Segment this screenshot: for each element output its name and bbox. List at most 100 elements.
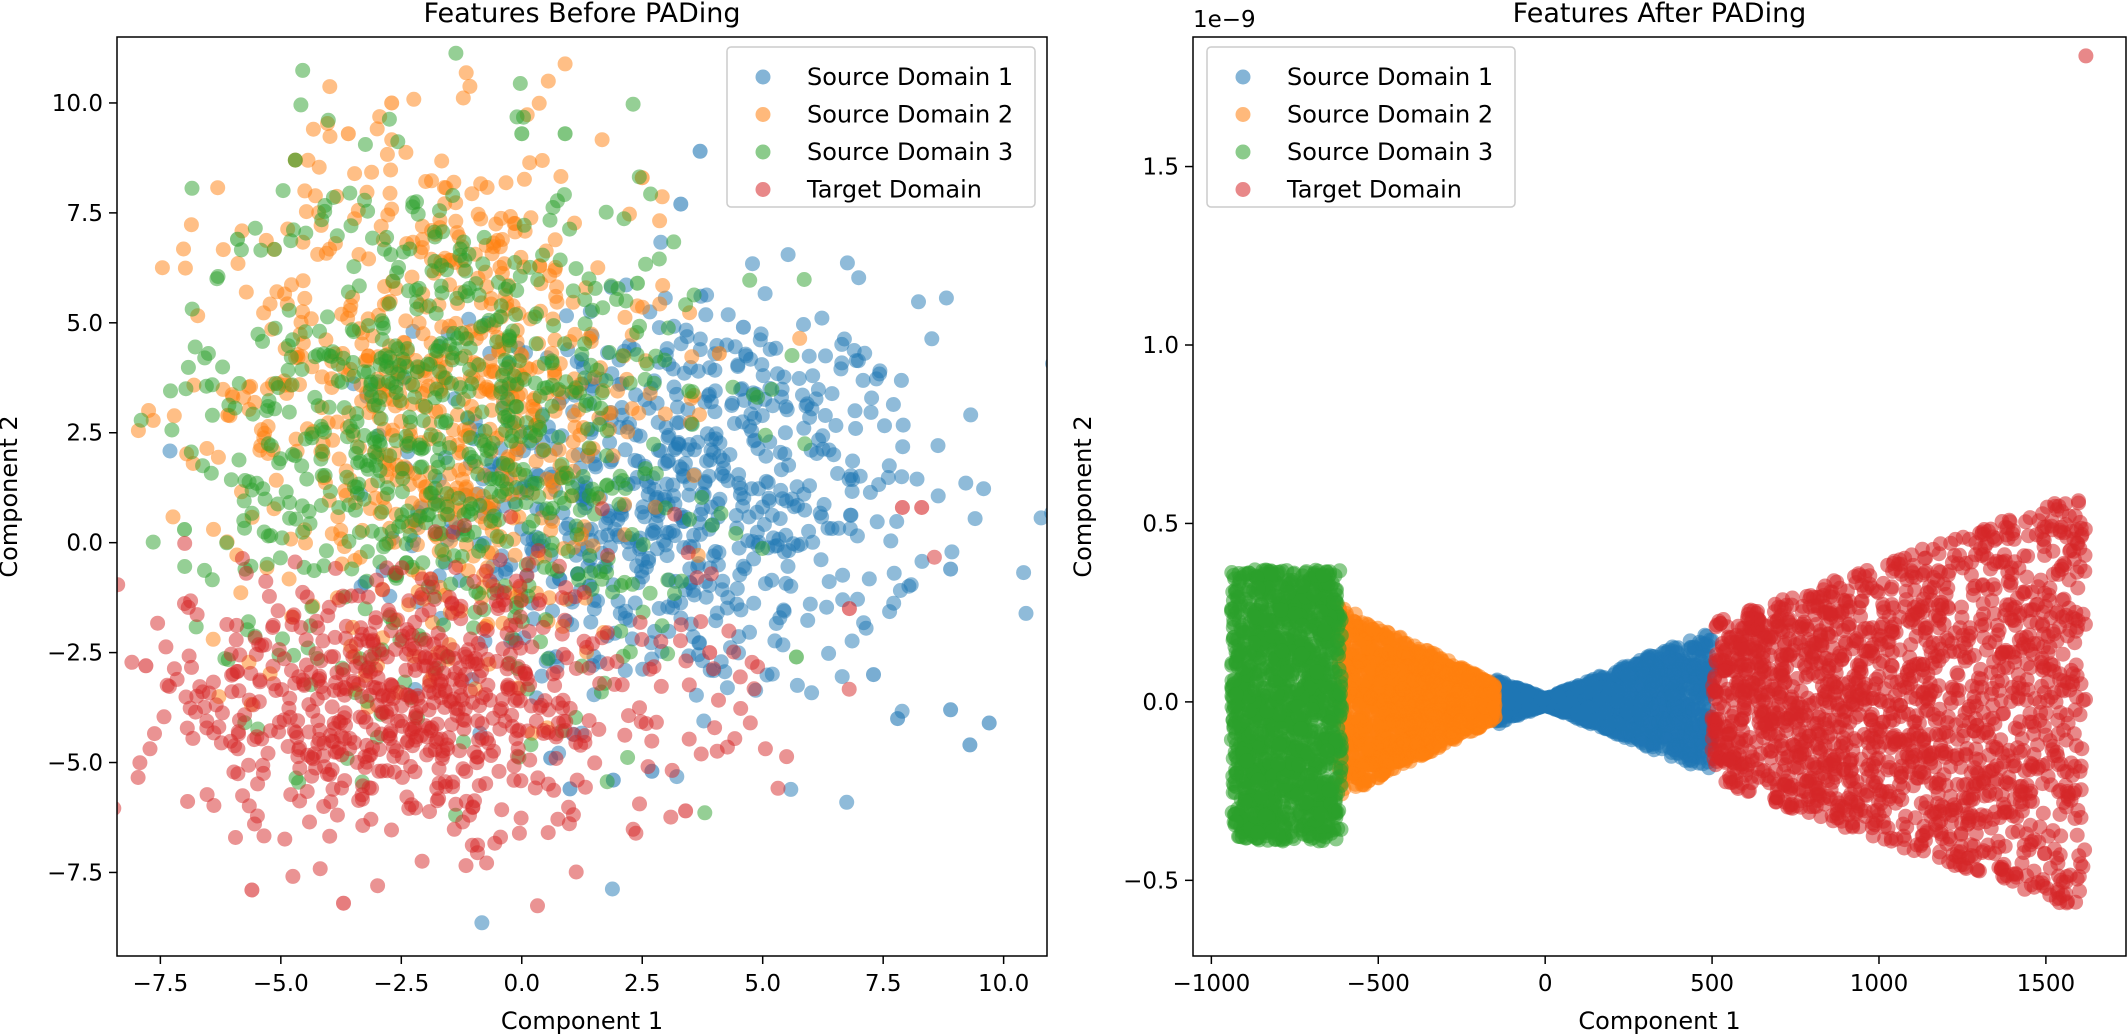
data-point [914, 553, 930, 569]
data-point [467, 656, 483, 672]
data-point [601, 345, 617, 360]
data-point [267, 241, 282, 257]
data-point [234, 551, 250, 566]
data-point [224, 684, 240, 700]
data-point [755, 368, 771, 384]
data-point [379, 708, 395, 724]
data-point [737, 561, 753, 577]
data-point [297, 183, 313, 199]
data-point [245, 406, 261, 422]
data-point [370, 398, 386, 414]
legend-entry-label: Source Domain 3 [807, 138, 1013, 166]
data-point [516, 217, 532, 233]
data-point [367, 444, 383, 460]
data-point [780, 247, 796, 263]
data-point [458, 263, 474, 279]
data-point [572, 502, 588, 518]
data-point [313, 679, 329, 695]
data-point [383, 247, 399, 263]
chart-title: Features Before PADing [423, 0, 740, 29]
data-point [1694, 635, 1710, 651]
data-point [1666, 698, 1682, 714]
data-point [530, 543, 546, 559]
data-point [866, 667, 881, 683]
data-point [613, 623, 629, 639]
data-point [660, 599, 676, 615]
data-point [624, 527, 640, 542]
data-point [314, 443, 330, 459]
data-point [360, 589, 376, 605]
series-1-points [1487, 627, 1720, 776]
data-point [379, 486, 395, 502]
data-point [298, 632, 314, 648]
data-point [388, 338, 404, 354]
data-point [227, 400, 243, 416]
data-point [326, 649, 341, 665]
data-point [577, 370, 593, 386]
data-point [283, 787, 299, 803]
data-point [796, 420, 812, 436]
data-point [448, 341, 464, 357]
data-point [358, 714, 374, 730]
data-point [478, 563, 494, 579]
data-point [464, 837, 480, 853]
data-point [713, 505, 729, 521]
data-point [210, 180, 226, 196]
data-point [360, 318, 376, 334]
data-point [574, 346, 590, 362]
data-point [1551, 689, 1567, 704]
data-point [133, 412, 149, 428]
data-point [522, 752, 538, 768]
data-point [390, 612, 405, 628]
data-point [629, 275, 645, 291]
data-point [568, 518, 584, 534]
data-point [392, 357, 408, 373]
data-point [260, 745, 276, 761]
data-point [445, 671, 461, 687]
data-point [311, 159, 327, 175]
data-point [540, 73, 556, 89]
data-point [594, 571, 610, 587]
data-point [589, 362, 605, 378]
data-point [182, 700, 198, 716]
data-point [474, 404, 490, 420]
data-point [622, 375, 638, 391]
data-point [252, 674, 268, 690]
data-point [297, 324, 313, 340]
data-point [1649, 662, 1665, 678]
data-point [603, 278, 619, 294]
data-point [508, 731, 524, 747]
data-point [568, 261, 584, 277]
data-point [285, 868, 301, 884]
data-point [587, 280, 603, 296]
data-point [629, 347, 645, 363]
data-point [746, 433, 762, 449]
data-point [187, 339, 203, 355]
y-tick-label: 5.0 [66, 311, 103, 337]
data-point [244, 882, 260, 898]
data-point [528, 453, 544, 469]
data-point [442, 440, 458, 456]
data-point [684, 416, 700, 432]
data-point [1619, 703, 1635, 719]
data-point [277, 831, 293, 847]
data-point [316, 799, 332, 814]
data-point [830, 466, 846, 481]
data-point [433, 278, 449, 294]
data-point [395, 470, 411, 486]
data-point [402, 241, 418, 257]
data-point [783, 781, 799, 797]
data-point [886, 565, 902, 581]
data-point [324, 526, 340, 542]
data-point [659, 524, 675, 540]
data-point [730, 359, 746, 374]
data-point [570, 566, 586, 582]
data-point [461, 446, 477, 462]
x-tick-label: 10.0 [978, 971, 1029, 997]
data-point [581, 713, 597, 729]
data-point [370, 878, 386, 894]
data-point [796, 317, 811, 332]
data-point [322, 129, 338, 144]
data-point [373, 218, 389, 234]
